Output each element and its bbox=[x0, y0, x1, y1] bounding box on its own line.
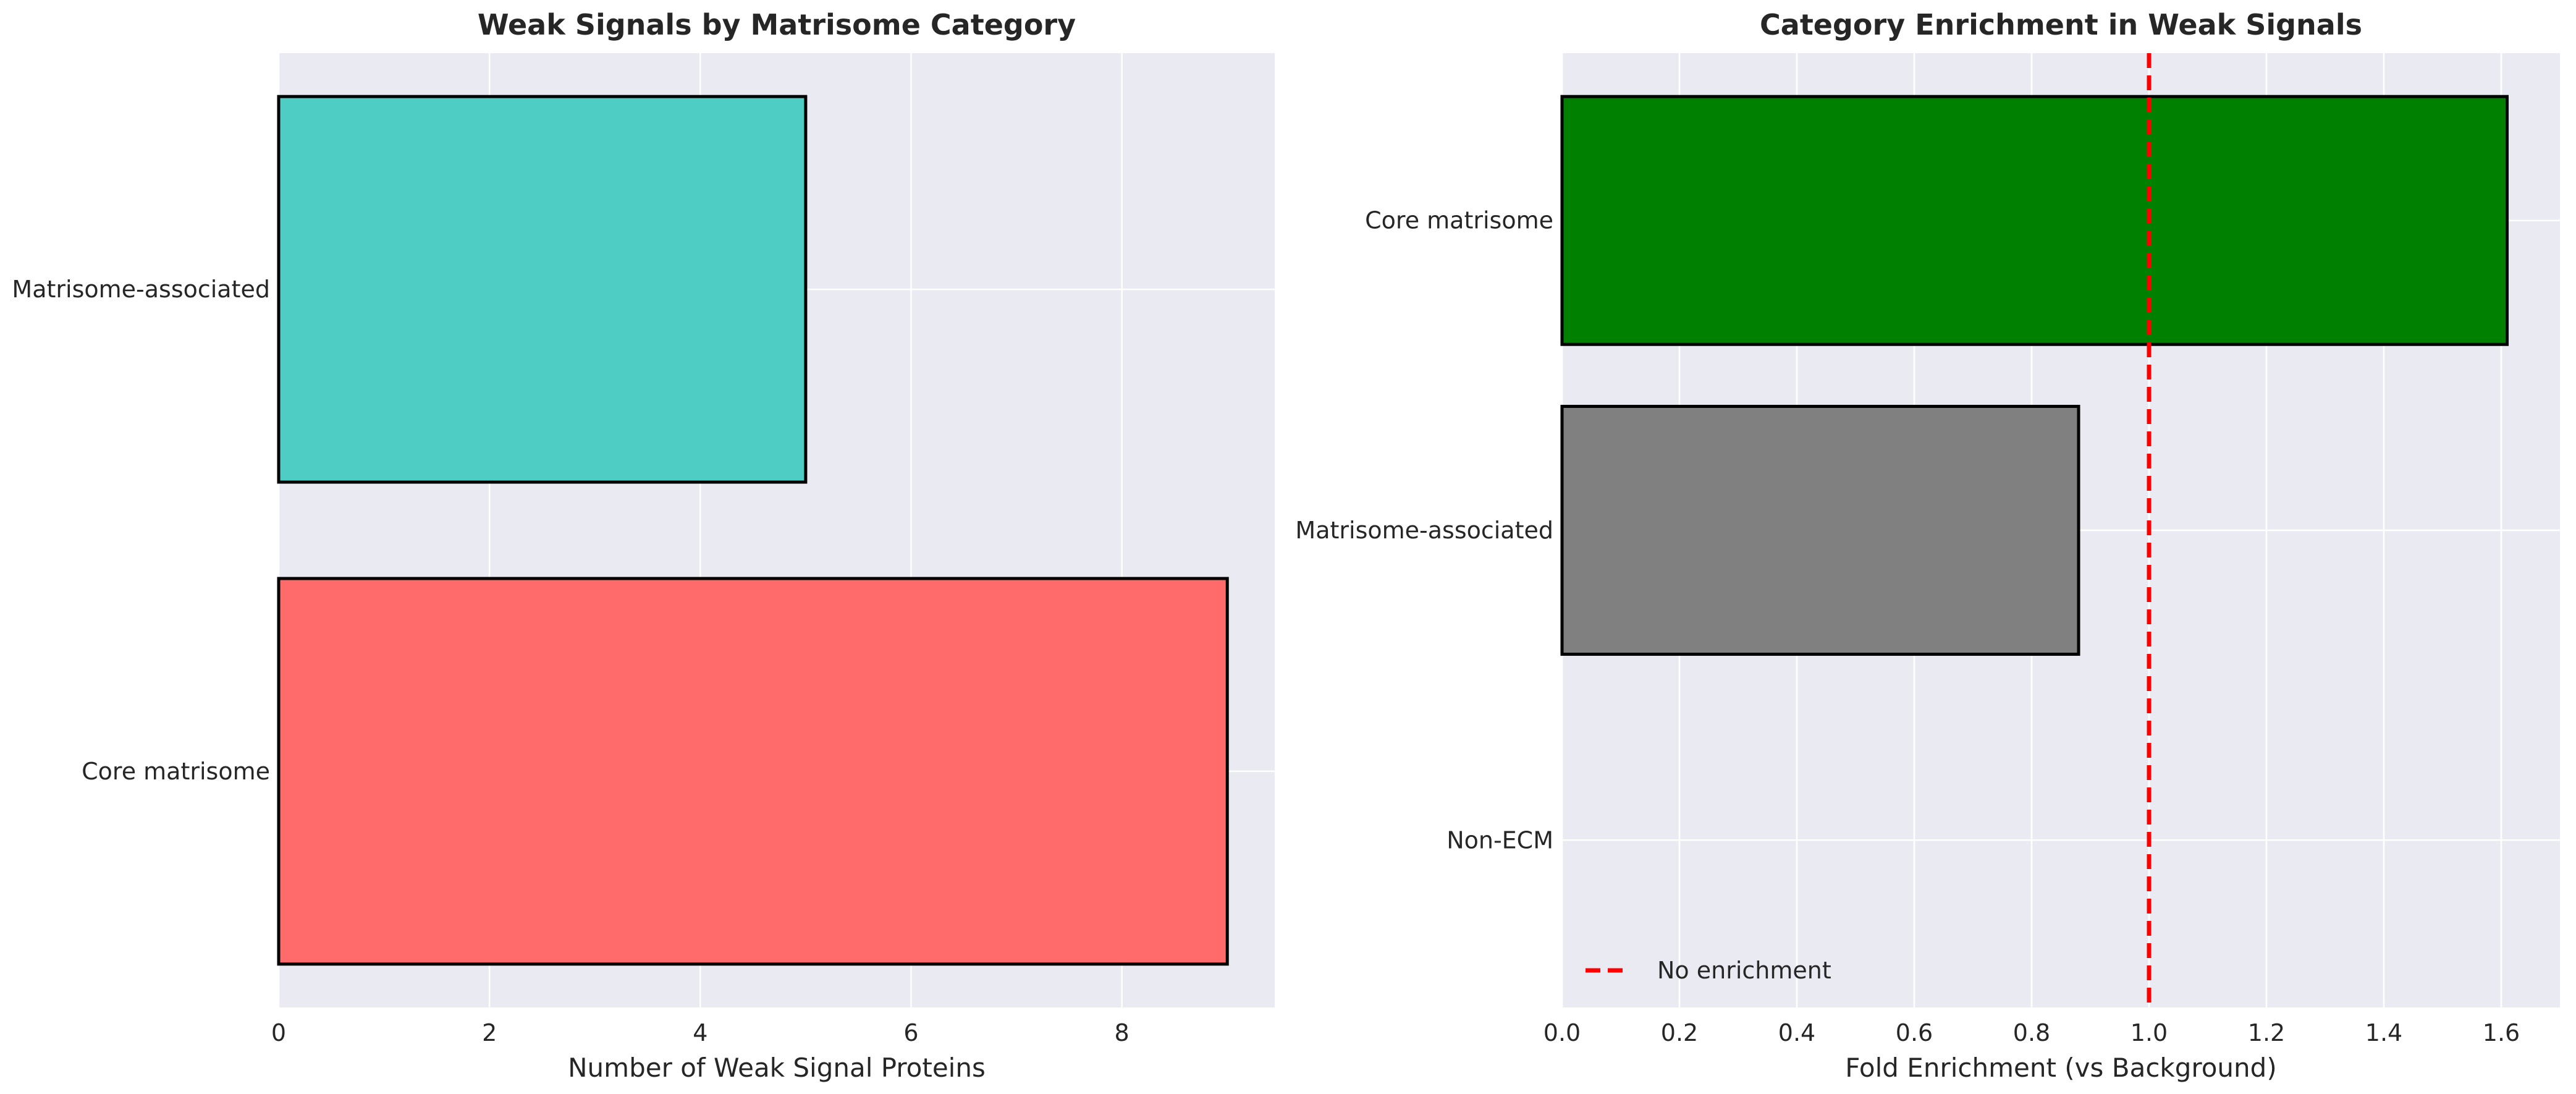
bar-matrisome-associated bbox=[1560, 404, 2080, 656]
x-tick-label-left-3: 6 bbox=[903, 1019, 918, 1046]
x-axis-label-right: Fold Enrichment (vs Background) bbox=[1845, 1053, 2276, 1083]
legend: No enrichment bbox=[1586, 957, 1831, 984]
y-tick-label-non-ecm: Non-ECM bbox=[1446, 826, 1553, 854]
x-axis-label-left: Number of Weak Signal Proteins bbox=[568, 1053, 986, 1083]
bar-core-matrisome bbox=[1560, 95, 2509, 346]
chart-panel-right: 0.0 0.2 0.4 0.6 0.8 1.0 1.2 1.4 1.6 Non-ECM Matri… bbox=[1295, 8, 2560, 1083]
x-tick-label-right-1: 0.2 bbox=[1661, 1019, 1698, 1046]
x-tick-labels-right: 0.0 0.2 0.4 0.6 0.8 1.0 1.2 1.4 1.6 bbox=[1543, 1019, 2520, 1046]
y-tick-label-core-matrisome: Core matrisome bbox=[1365, 207, 1553, 234]
x-tick-labels-left: 0 2 4 6 8 bbox=[271, 1019, 1130, 1046]
x-tick-label-right-5: 1.0 bbox=[2130, 1019, 2168, 1046]
x-tick-label-right-0: 0.0 bbox=[1543, 1019, 1581, 1046]
x-tick-label-left-2: 4 bbox=[693, 1019, 707, 1046]
x-tick-label-left-0: 0 bbox=[271, 1019, 286, 1046]
x-tick-label-right-6: 1.2 bbox=[2248, 1019, 2285, 1046]
x-tick-label-right-7: 1.4 bbox=[2365, 1019, 2402, 1046]
bars-right bbox=[1560, 95, 2509, 656]
bar-matrisome-associated bbox=[277, 95, 808, 484]
y-tick-labels-right: Non-ECM Matrisome-associated Core matrisom… bbox=[1295, 207, 1553, 854]
x-tick-label-right-4: 0.8 bbox=[2013, 1019, 2050, 1046]
chart-title-right: Category Enrichment in Weak Signals bbox=[1760, 8, 2362, 41]
chart-panel-left: 0 2 4 6 8 Core matrisome Matrisome-associated… bbox=[12, 8, 1275, 1083]
x-tick-label-left-1: 2 bbox=[482, 1019, 497, 1046]
bars-left bbox=[277, 95, 1229, 966]
x-tick-label-left-4: 8 bbox=[1115, 1019, 1130, 1046]
y-tick-label-matrisome-associated: Matrisome-associated bbox=[1295, 517, 1553, 544]
y-tick-label-core-matrisome: Core matrisome bbox=[82, 758, 270, 785]
x-tick-label-right-3: 0.6 bbox=[1896, 1019, 1933, 1046]
bar-core-matrisome bbox=[277, 577, 1229, 966]
x-tick-label-right-8: 1.6 bbox=[2483, 1019, 2520, 1046]
legend-label-no-enrichment: No enrichment bbox=[1657, 957, 1831, 984]
y-tick-label-matrisome-associated: Matrisome-associated bbox=[12, 276, 270, 303]
chart-title-left: Weak Signals by Matrisome Category bbox=[478, 8, 1076, 41]
x-tick-label-right-2: 0.4 bbox=[1778, 1019, 1815, 1046]
y-tick-labels-left: Core matrisome Matrisome-associated bbox=[12, 276, 270, 785]
